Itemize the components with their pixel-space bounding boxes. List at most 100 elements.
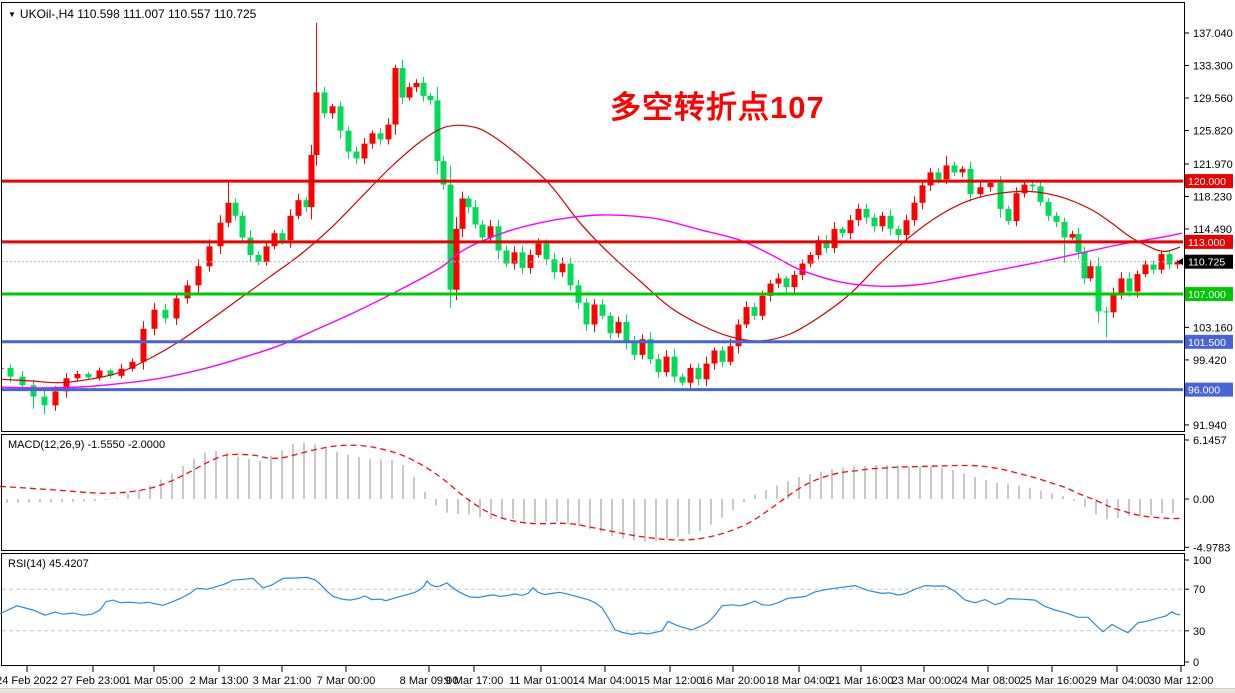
symbol-header: ▼ UKOil-,H4 110.598 111.007 110.557 110.7… [8, 7, 256, 21]
candle [1029, 182, 1036, 191]
candle-body [1087, 266, 1094, 279]
candle-body [217, 222, 224, 247]
candle [879, 211, 886, 232]
candle [607, 311, 614, 340]
symbol-ohlc: 110.598 111.007 110.557 110.725 [77, 7, 257, 21]
candle-body [631, 341, 638, 355]
candle-body [1061, 221, 1068, 238]
candle [671, 348, 678, 383]
rsi-tick-label: 70 [1193, 584, 1205, 596]
candle-body [855, 208, 862, 221]
candle-body [599, 304, 606, 316]
candle-body [919, 185, 926, 203]
rsi-line [0, 576, 1181, 636]
candle [255, 251, 262, 266]
candle-body [623, 321, 630, 342]
candle [303, 196, 310, 212]
candle-body [447, 184, 454, 290]
candle [295, 193, 302, 220]
candle-body [759, 295, 766, 316]
candle [1053, 212, 1060, 228]
candle-body [879, 215, 886, 227]
candle [96, 367, 103, 381]
rsi-panel-area[interactable]: 100 70 30 0 [0, 555, 1211, 669]
candle-body [679, 376, 686, 383]
candle [511, 246, 518, 270]
candle-body [1081, 252, 1088, 279]
candle [353, 146, 360, 165]
candle-body [453, 228, 460, 290]
candle-body [1045, 201, 1052, 216]
price-tick-label: 129.560 [1193, 93, 1233, 105]
candle [195, 259, 202, 293]
candle [567, 257, 574, 291]
candle-body [1166, 254, 1173, 265]
rsi-tick-label: 100 [1193, 555, 1211, 567]
candle [1013, 187, 1020, 227]
candle-body [687, 367, 694, 383]
candle-body [487, 226, 494, 238]
candle [551, 252, 558, 280]
candle [2, 367, 4, 369]
current-price-badge [1185, 254, 1233, 269]
price-tick-label: 121.970 [1193, 159, 1233, 171]
candle-body [392, 68, 399, 125]
macd-indicator-label: MACD(12,26,9) [8, 439, 85, 451]
candle [631, 335, 638, 361]
main-panel-frame [1, 2, 1185, 432]
trend-annotation-text[interactable]: 多空转折点107 [610, 90, 825, 125]
candle-body [406, 87, 413, 98]
candle-body [503, 250, 510, 264]
candle [823, 235, 830, 253]
rsi-indicator-label: RSI(14) [8, 558, 46, 570]
ma-fast-line [2, 124, 1181, 384]
candle [1110, 287, 1117, 318]
candle-body [647, 339, 654, 360]
candle [321, 86, 328, 118]
candle-body [52, 391, 59, 406]
candle-body [472, 207, 479, 225]
candle-body [329, 106, 336, 114]
candle-body [997, 182, 1004, 209]
candle [1061, 217, 1068, 263]
candle [232, 198, 239, 221]
candle-body [791, 274, 798, 288]
price-tick-label: 114.490 [1193, 224, 1232, 236]
candle [406, 82, 413, 101]
candle-body [279, 233, 286, 241]
chart-dropdown-icon[interactable]: ▼ [8, 10, 16, 19]
price-badge-label: 107.000 [1188, 289, 1226, 301]
candle-body [1037, 186, 1044, 202]
candle [727, 338, 734, 366]
candle [129, 358, 136, 372]
candle [615, 316, 622, 338]
candle-body [96, 370, 103, 378]
candle [479, 220, 486, 242]
candle [377, 128, 384, 145]
candle-body [1069, 234, 1076, 238]
candle-body [337, 106, 344, 131]
candle [369, 130, 376, 149]
candle [63, 373, 70, 398]
candle [361, 138, 368, 165]
candle-body [959, 168, 966, 173]
macd-panel-area[interactable]: 6.1457 0.00 -4.9783 [0, 435, 1230, 554]
price-badge-120.000 [1185, 174, 1233, 189]
candle-body [479, 224, 486, 238]
main-chart-area[interactable] [0, 22, 1184, 414]
candle-body [591, 304, 598, 325]
candle [1037, 181, 1044, 206]
rsi-tick-label: 0 [1193, 657, 1199, 669]
candle-body [263, 246, 270, 262]
candle-body [799, 263, 806, 275]
candle-body [735, 324, 742, 347]
candle-body [943, 165, 950, 180]
candle-body [247, 237, 254, 255]
time-tick-label: 1 Mar 05:00 [125, 675, 184, 687]
current-price-badge-label: 110.725 [1188, 257, 1225, 269]
candle-body [511, 252, 518, 264]
candle-body [535, 243, 542, 255]
candle [903, 214, 910, 242]
horizontal-scroll-strip[interactable] [0, 688, 1235, 693]
